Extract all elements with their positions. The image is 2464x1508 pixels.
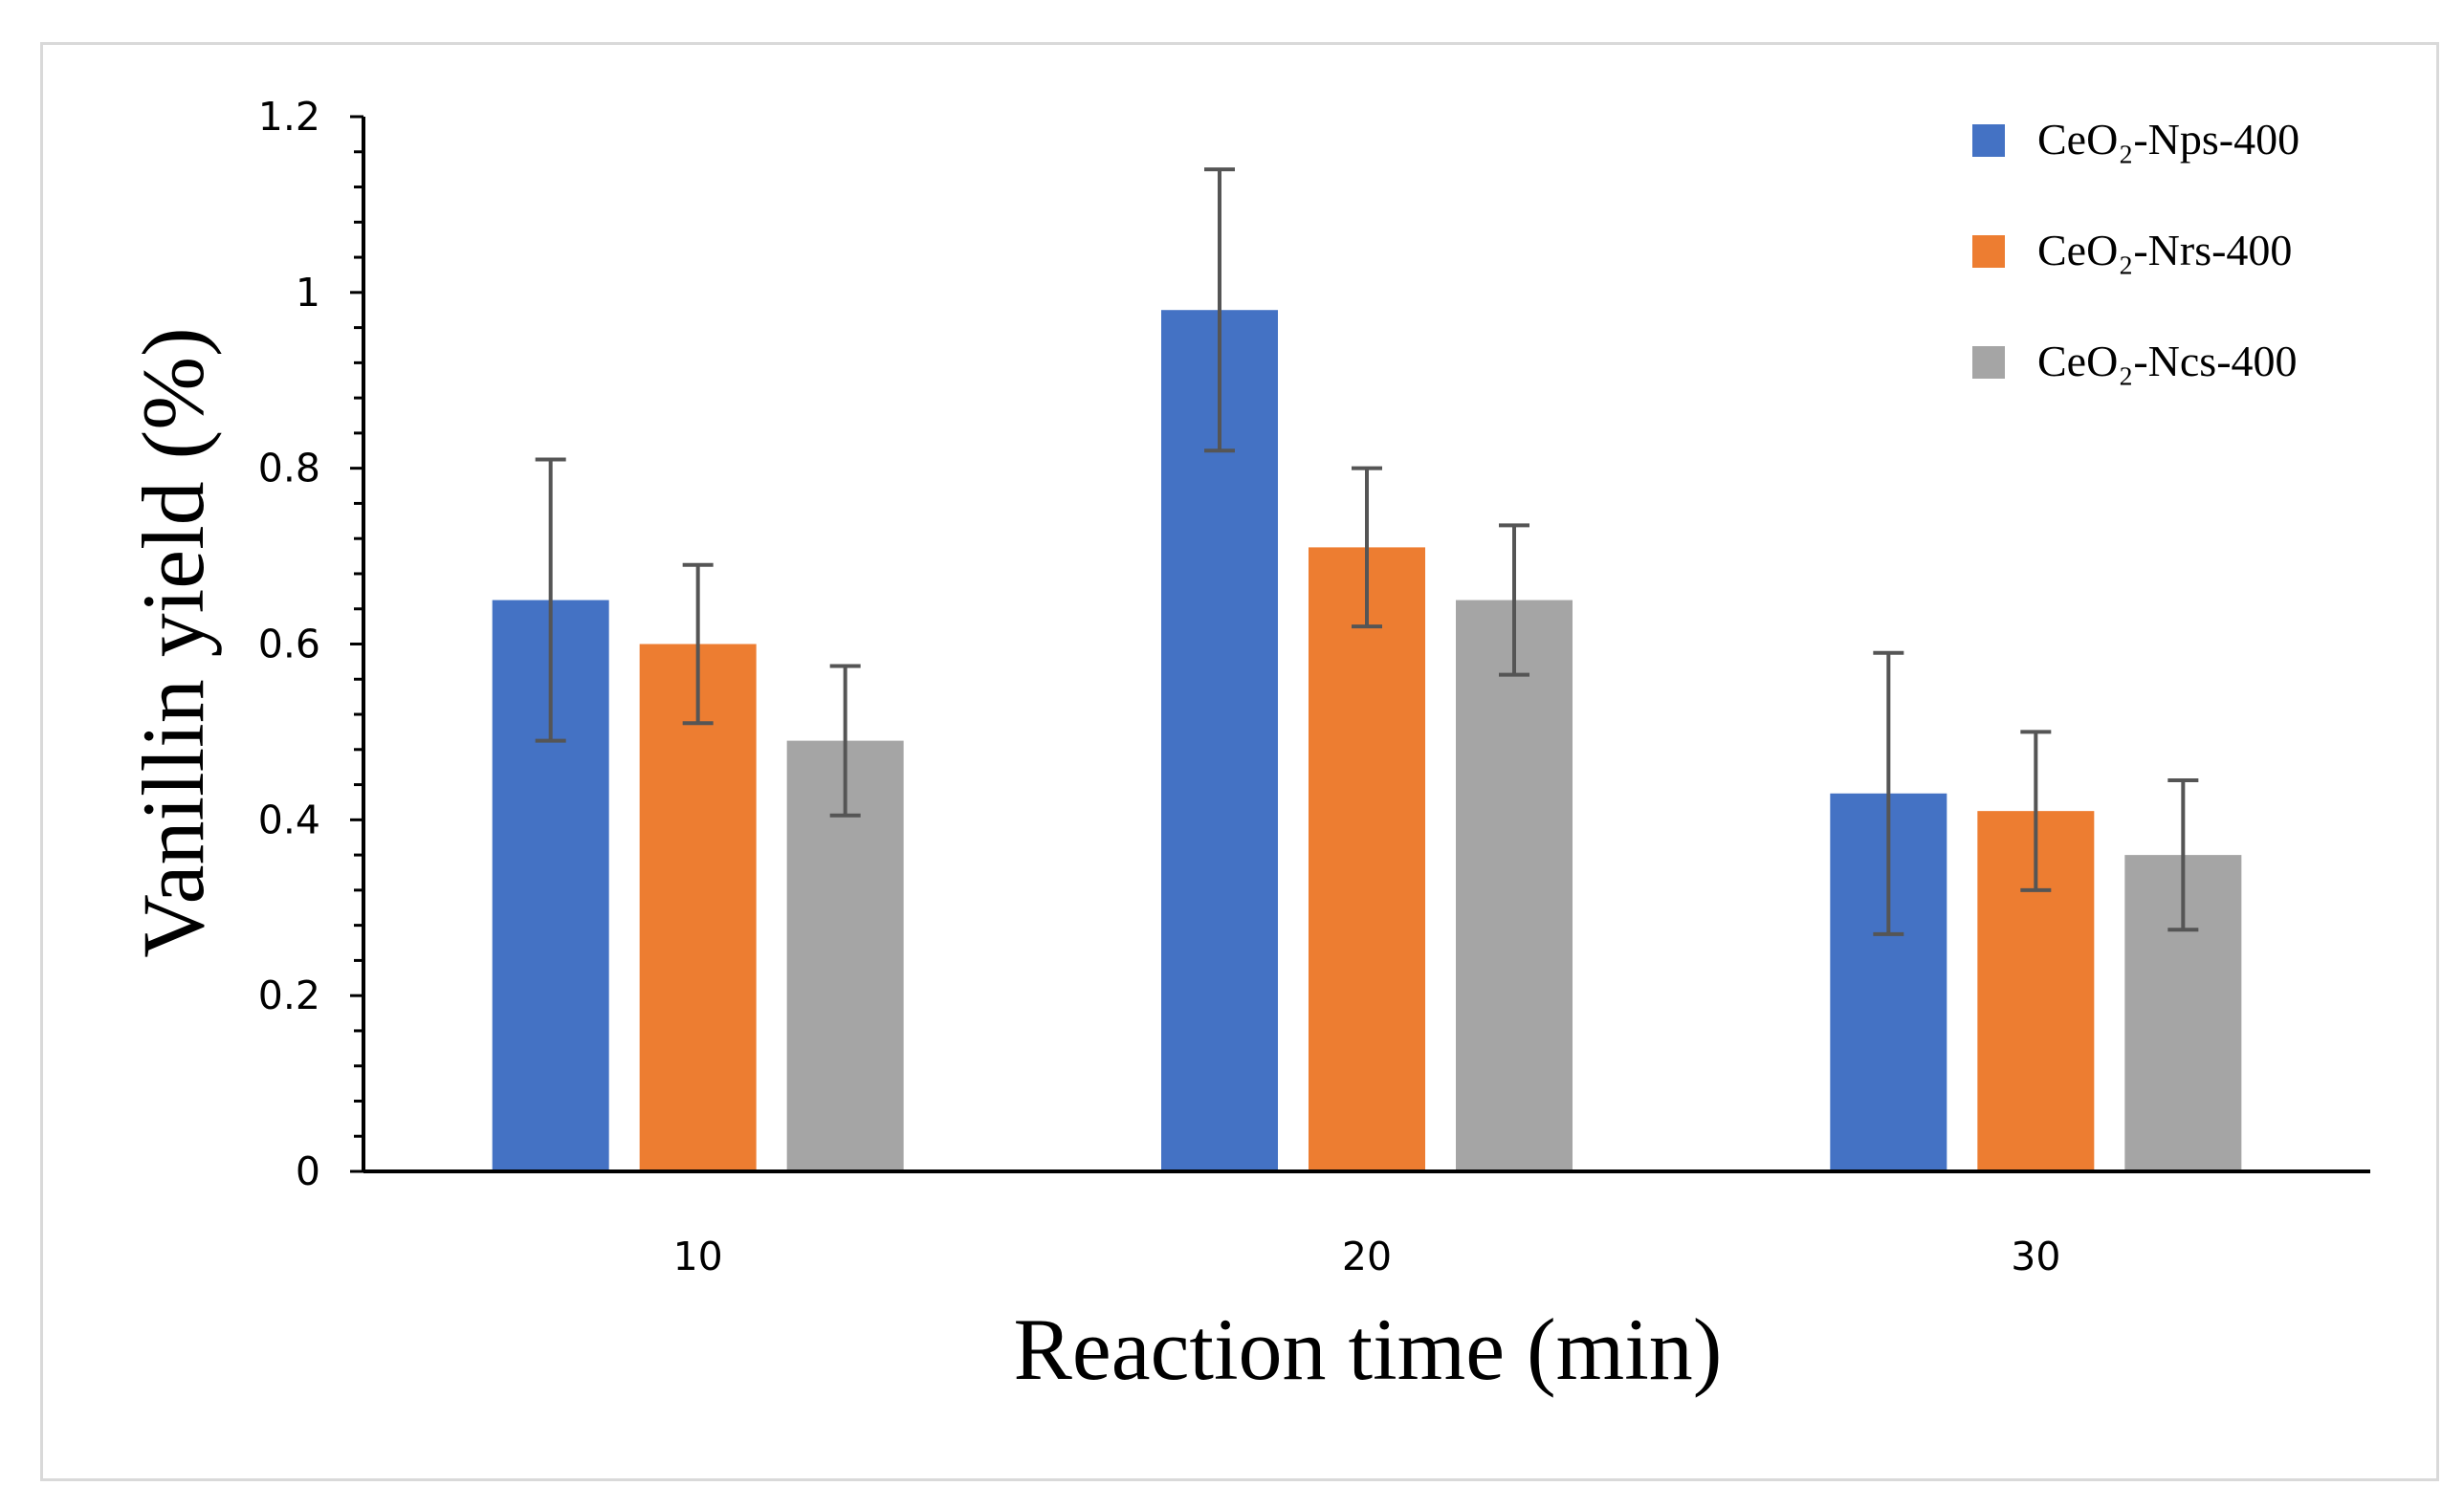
bars-layer: [492, 310, 2242, 1171]
bar: [1309, 547, 1425, 1171]
legend-label: CeO₂-Nps-400: [2037, 115, 2299, 164]
x-tick-labels-layer: 10 20 30: [673, 1234, 2061, 1279]
legend-swatch: [1972, 124, 2005, 157]
x-axis-title: Reaction time (min): [1014, 1300, 1723, 1398]
y-tick-label: 0.6: [258, 622, 320, 667]
x-tick-label: 20: [1342, 1234, 1392, 1279]
legend-label: CeO₂-Nrs-400: [2037, 226, 2292, 274]
legend-swatch: [1972, 346, 2005, 379]
y-tick-label: 0.8: [258, 446, 320, 492]
y-axis-title: Vanillin yield (%): [124, 327, 222, 957]
y-tick-label: 0.2: [258, 973, 320, 1018]
y-tick-label: 0: [296, 1148, 320, 1194]
legend-swatch: [1972, 235, 2005, 268]
legend: CeO₂-Nps-400 CeO₂-Nrs-400 CeO₂-Ncs-400: [1972, 115, 2299, 385]
bar: [639, 644, 757, 1171]
x-tick-label: 30: [2011, 1234, 2060, 1279]
y-tick-label: 1: [296, 270, 320, 316]
y-tick-label: 0.4: [258, 797, 320, 842]
bar: [1456, 600, 1573, 1171]
error-bars-layer: [535, 167, 2199, 936]
legend-label: CeO₂-Ncs-400: [2037, 337, 2298, 385]
bar: [1161, 310, 1278, 1171]
x-tick-label: 10: [673, 1234, 723, 1279]
y-ticks-layer: 0 0.2 0.4 0.6 0.8 1 1.2: [258, 94, 363, 1194]
y-tick-label: 1.2: [258, 94, 320, 140]
